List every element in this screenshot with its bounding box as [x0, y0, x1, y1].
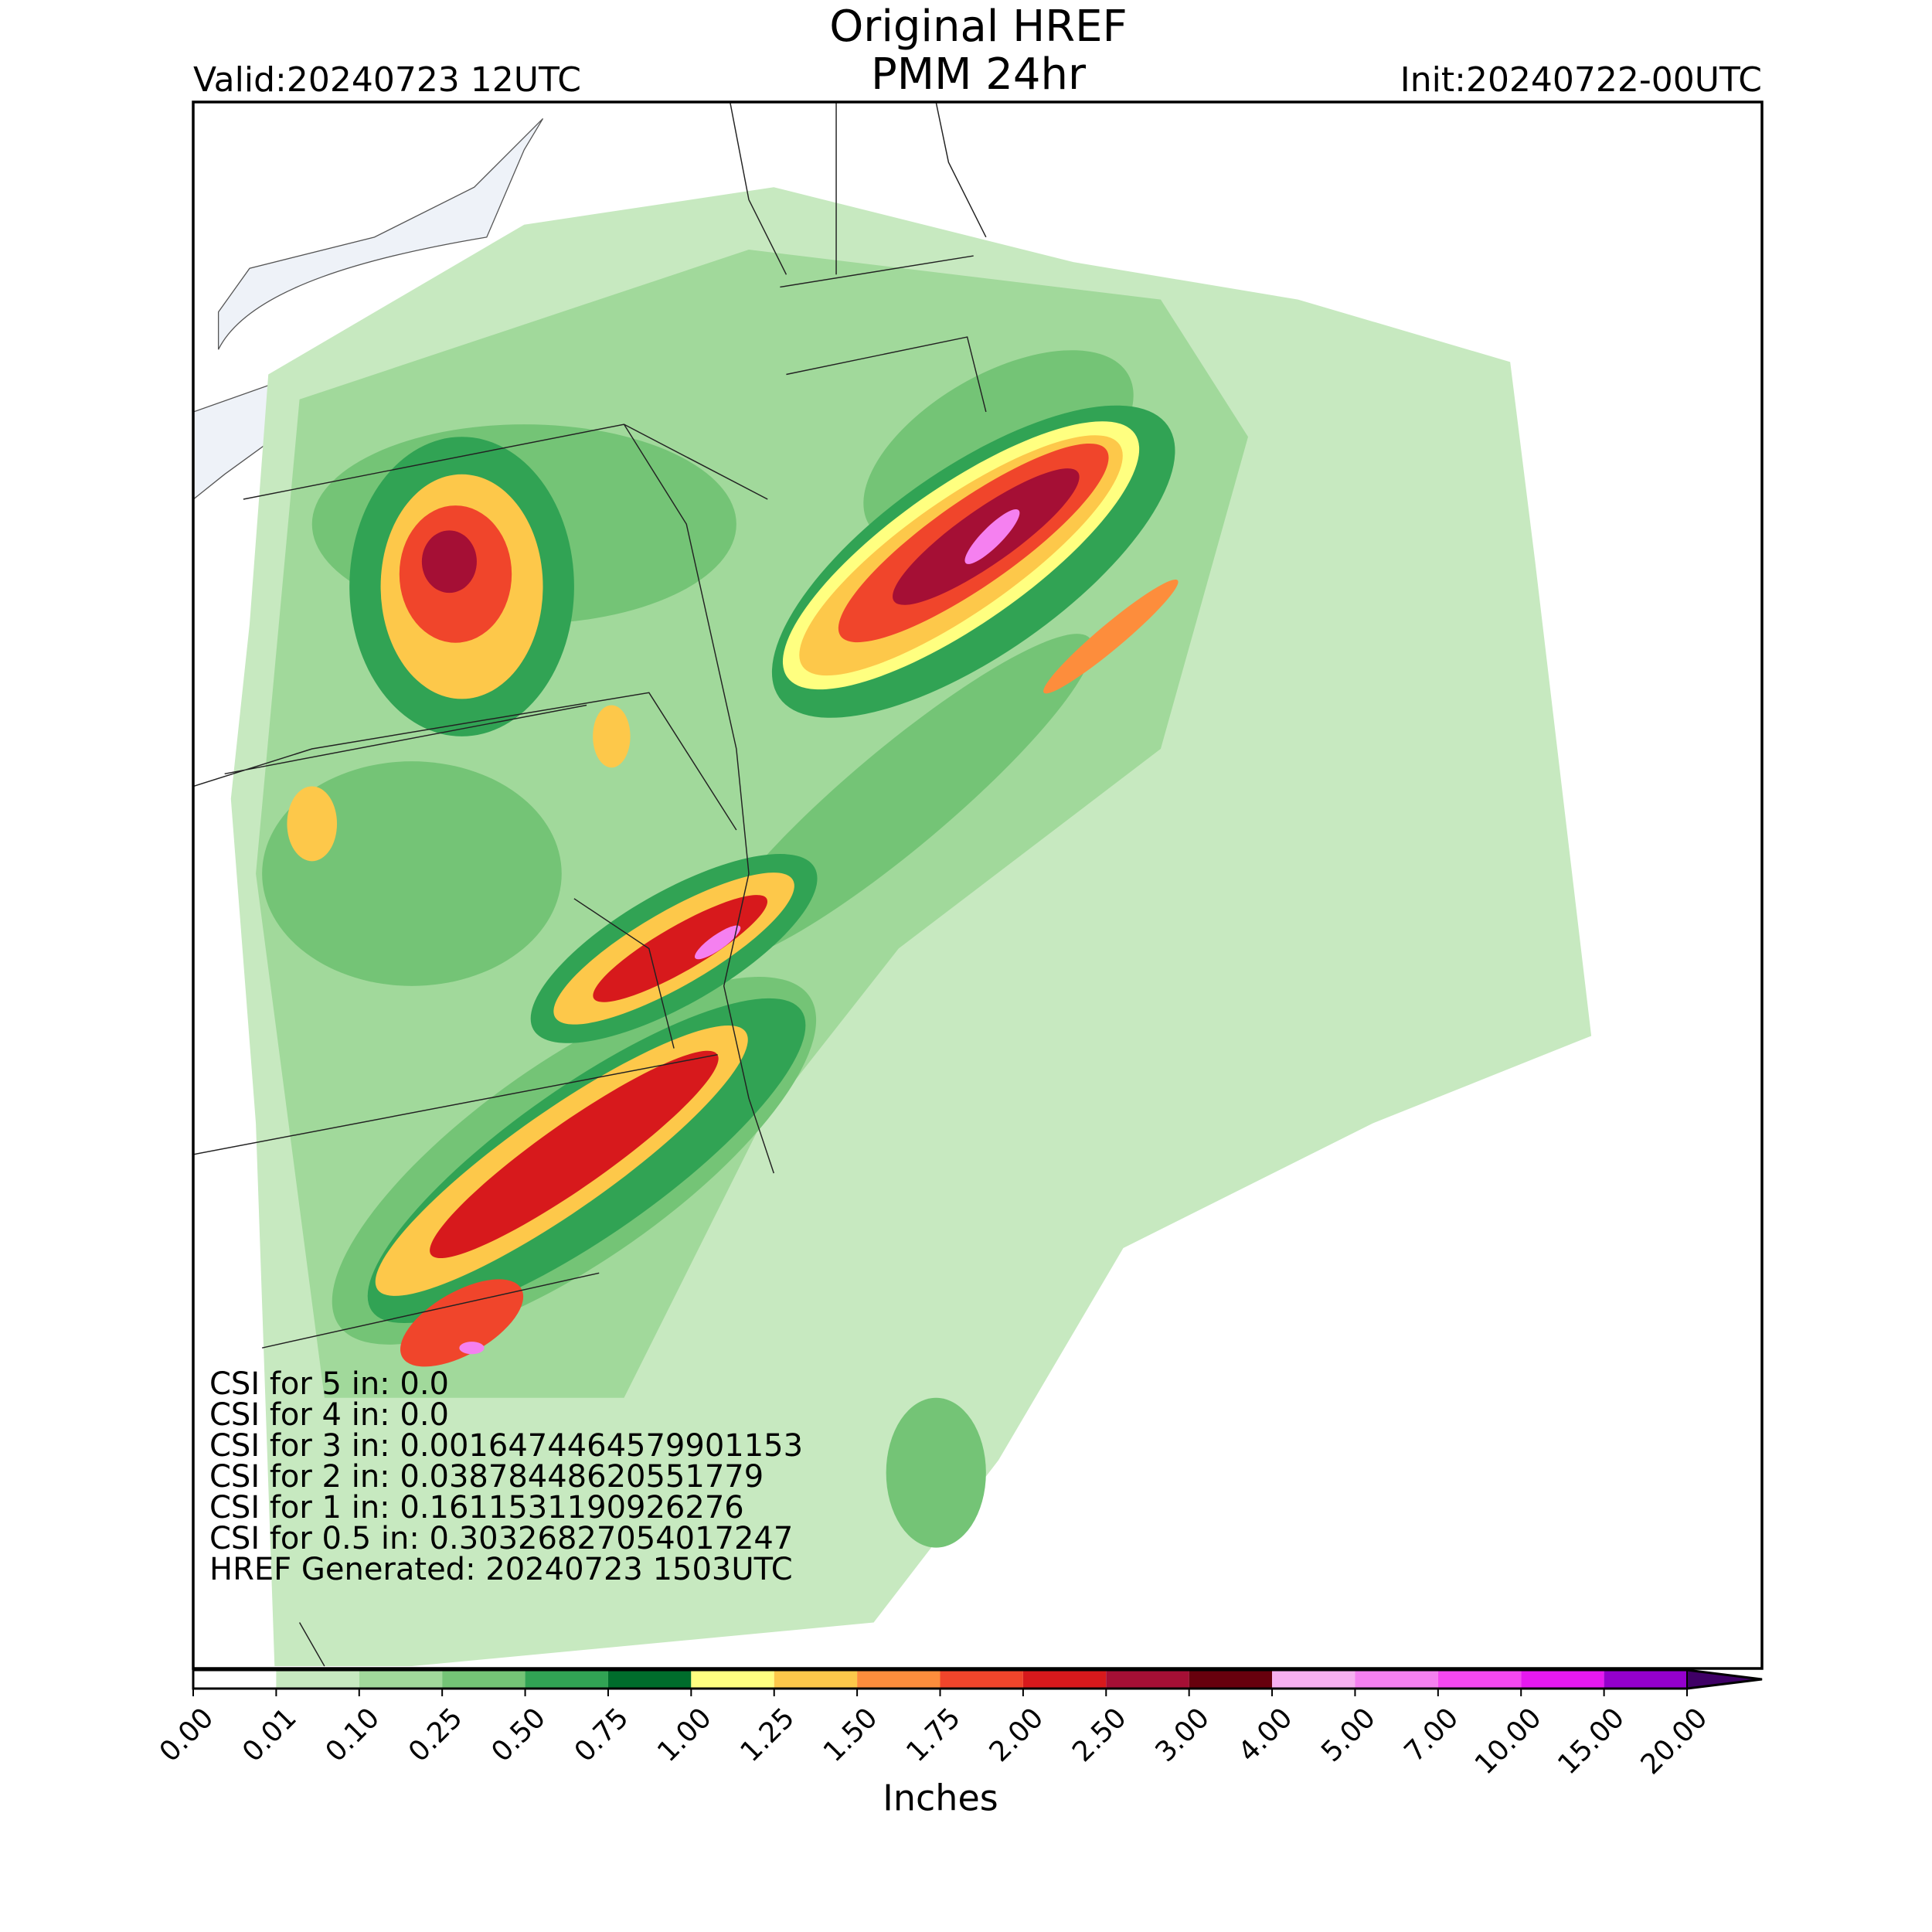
precip-area	[1043, 579, 1179, 694]
colorbar-tick-label: 0.50	[485, 1702, 552, 1768]
colorbar-box	[774, 1670, 858, 1689]
precip-area	[400, 1279, 524, 1367]
title: Original HREF	[829, 2, 1128, 52]
colorbar-box	[442, 1670, 526, 1689]
colorbar-box	[857, 1670, 940, 1689]
colorbar-box	[1604, 1670, 1687, 1689]
colorbar-tick-label: 2.00	[984, 1702, 1050, 1768]
csi-line: CSI for 0.5 in: 0.30326827054017247	[209, 1521, 793, 1556]
colorbar-box	[1106, 1670, 1189, 1689]
colorbar-tick-label: 2.50	[1066, 1702, 1133, 1768]
csi-line: CSI for 1 in: 0.1611531190926276	[209, 1490, 744, 1526]
colorbar-tick-label: 20.00	[1635, 1702, 1714, 1781]
colorbar-box	[1022, 1670, 1107, 1689]
map-frame	[192, 100, 1764, 1670]
colorbar-box	[607, 1670, 692, 1689]
colorbar-box	[1355, 1670, 1438, 1689]
colorbar: 0.00 0.01 0.10 0.25 0.50 0.75 1.00 1.25 1.50 1.75…	[154, 1668, 1763, 1781]
colorbar-tick-label: 3.00	[1149, 1702, 1216, 1768]
csi-line: CSI for 4 in: 0.0	[209, 1397, 449, 1433]
csi-line: CSI for 2 in: 0.03878448620551779	[209, 1459, 764, 1495]
colorbar-tick-label: 0.00	[154, 1702, 220, 1768]
valid-time: Valid:20240723 12UTC	[193, 60, 581, 100]
colorbar-tick-label: 10.00	[1469, 1702, 1548, 1781]
colorbar-outline	[192, 1668, 1763, 1690]
precip-area	[217, 117, 544, 350]
precip-area	[593, 705, 631, 768]
precip-area	[593, 895, 768, 1002]
colorbar-box	[940, 1670, 1023, 1689]
precip-area	[430, 1050, 719, 1259]
csi-line: HREF Generated: 20240723 1503UTC	[209, 1552, 793, 1587]
colorbar-tick-label: 1.25	[735, 1702, 801, 1768]
colorbar-box	[1272, 1670, 1355, 1689]
colorbar-tick-label: 1.50	[818, 1702, 884, 1768]
precip-area	[886, 1397, 986, 1548]
precip-area	[262, 761, 562, 986]
colorbar-box	[691, 1670, 774, 1689]
colorbar-tick-label: 15.00	[1552, 1702, 1631, 1781]
precip-area	[287, 786, 338, 862]
precip-field	[193, 102, 1592, 1667]
colorbar-tick-label: 0.01	[236, 1702, 303, 1768]
colorbar-tick-label: 5.00	[1315, 1702, 1382, 1768]
precip-area	[694, 925, 741, 960]
precip-area	[421, 530, 477, 594]
init-time: Init:20240722-00UTC	[1400, 60, 1762, 100]
colorbar-box	[1521, 1670, 1604, 1689]
colorbar-tick-label: 0.25	[403, 1702, 469, 1768]
precip-area	[193, 102, 1592, 1667]
colorbar-tick-label: 4.00	[1233, 1702, 1299, 1768]
colorbar-box	[276, 1670, 359, 1689]
colorbar-tick-label: 1.00	[651, 1702, 718, 1768]
colorbar-box	[525, 1670, 608, 1689]
colorbar-box	[1437, 1670, 1522, 1689]
colorbar-box	[193, 1670, 277, 1689]
colorbar-label: Inches	[883, 1777, 998, 1819]
colorbar-extend	[1686, 1668, 1763, 1690]
csi-line: CSI for 5 in: 0.0	[209, 1366, 449, 1402]
colorbar-tick-label: 7.00	[1399, 1702, 1465, 1768]
colorbar-box	[1189, 1670, 1273, 1689]
boundary	[193, 255, 987, 1349]
precip-area	[964, 509, 1020, 564]
colorbar-box	[359, 1670, 443, 1689]
precip-area	[459, 1342, 485, 1355]
colorbar-tick-label: 0.75	[569, 1702, 635, 1768]
boundary	[298, 102, 987, 1667]
csi-line: CSI for 3 in: 0.0016474464579901153	[209, 1428, 803, 1464]
colorbar-tick-label: 0.10	[320, 1702, 386, 1768]
colorbar-tick-label: 1.75	[900, 1702, 967, 1768]
subtitle: PMM 24hr	[871, 49, 1087, 100]
